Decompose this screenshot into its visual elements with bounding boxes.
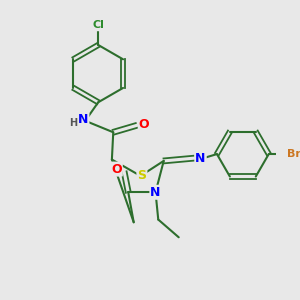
Text: N: N — [195, 152, 206, 165]
Text: O: O — [111, 163, 122, 176]
Text: N: N — [150, 186, 161, 199]
Text: S: S — [137, 169, 146, 182]
Text: H: H — [69, 118, 77, 128]
Text: Br: Br — [287, 149, 300, 159]
Text: N: N — [78, 113, 88, 127]
Text: Cl: Cl — [92, 20, 104, 30]
Text: O: O — [139, 118, 149, 130]
